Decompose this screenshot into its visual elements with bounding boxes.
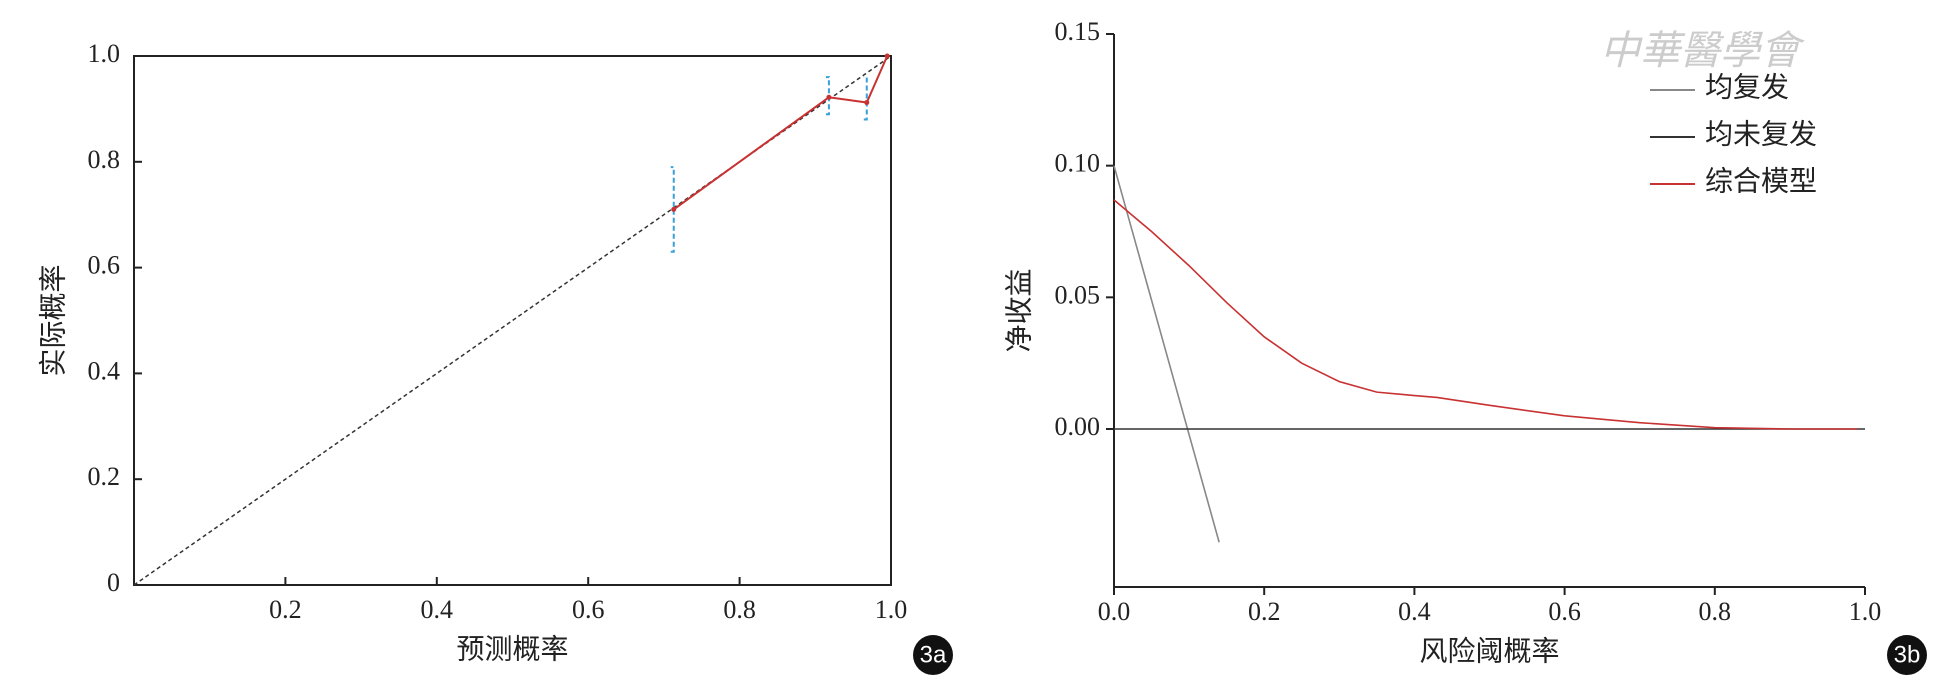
y-tick-label: 0.10 [1055,149,1101,178]
point [884,53,890,59]
panel-badge [913,635,953,675]
point [671,206,677,212]
point [826,94,832,100]
x-tick-label: 0.0 [1098,597,1131,626]
x-tick-label: 0.8 [1699,597,1732,626]
y-tick-label: 0.8 [88,145,121,174]
legend-label: 均复发 [1705,71,1789,103]
y-axis-label: 实际概率 [37,264,69,376]
series-line [1113,165,1220,543]
y-tick-label: 1.0 [88,39,121,68]
series-line [1113,199,1858,430]
legend-label: 综合模型 [1705,165,1817,197]
x-tick-label: 0.4 [1398,597,1431,626]
error-bar [863,76,868,121]
legend-label: 均未复发 [1705,118,1817,150]
y-tick-label: 0.2 [88,462,121,491]
watermark: 中華醫學會 [1600,28,1805,73]
x-tick-label: 0.8 [723,595,756,624]
x-axis-label: 预测概率 [456,633,568,665]
y-tick-label: 0.4 [88,356,121,385]
point [864,100,870,106]
x-tick-label: 0.2 [269,595,302,624]
x-tick-label: 0.6 [572,595,605,624]
y-tick-label: 0.05 [1055,280,1101,309]
x-axis-label: 风险阈概率 [1419,635,1559,667]
error-bar [825,76,830,116]
y-tick-label: 0.15 [1055,17,1101,46]
panel-badge [1887,635,1927,675]
y-axis-label: 净收益 [1003,268,1035,352]
x-tick-label: 0.6 [1548,597,1581,626]
panel-label: 3b [1894,641,1921,668]
x-tick-label: 1.0 [875,595,908,624]
calibration-curve [673,55,889,211]
error-bar [670,166,675,253]
y-tick-label: 0.6 [88,251,121,280]
x-tick-label: 1.0 [1849,597,1882,626]
y-tick-label: 0.00 [1055,412,1101,441]
panel-label: 3a [920,641,947,668]
plot-frame [133,55,892,586]
x-tick-label: 0.2 [1248,597,1281,626]
x-tick-label: 0.4 [421,595,454,624]
y-tick-label: 0 [107,568,120,597]
